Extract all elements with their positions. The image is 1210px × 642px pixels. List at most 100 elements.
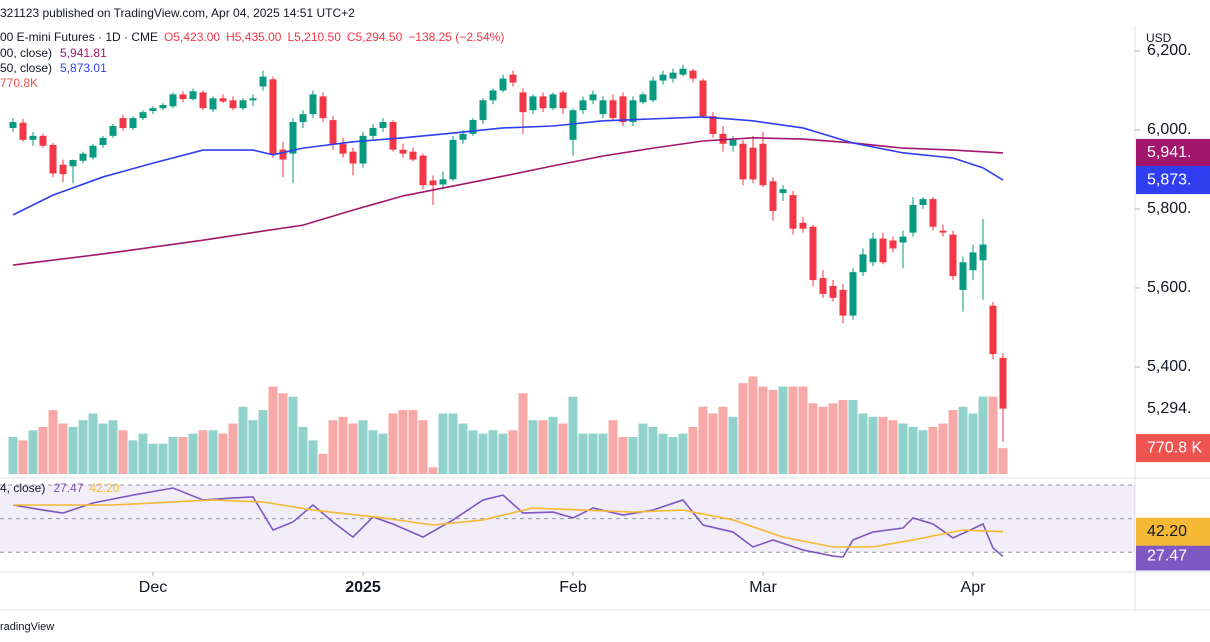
candle-body <box>449 139 457 180</box>
candle-body <box>939 230 947 233</box>
volume-bar <box>388 413 398 474</box>
price-badge-label: 770.8 K <box>1147 439 1202 456</box>
candle-body <box>329 120 337 144</box>
volume-bar <box>28 430 38 474</box>
candle-body <box>359 135 367 164</box>
candle-body <box>619 96 627 123</box>
volume-bar <box>978 396 988 474</box>
legend: 00, close) 5,941.81 <box>0 46 107 60</box>
volume-bar <box>178 437 188 474</box>
volume-bar <box>608 420 618 474</box>
volume-bar <box>968 413 978 474</box>
volume-bar <box>448 413 458 474</box>
candle-body <box>189 91 197 100</box>
volume-bar <box>848 400 858 474</box>
volume-bar <box>938 423 948 474</box>
volume-bar <box>328 420 338 474</box>
volume-bar <box>168 437 178 474</box>
volume-bar <box>428 467 438 474</box>
candle-body <box>129 118 137 128</box>
candle-body <box>639 94 647 103</box>
price-badge-label: 42.20 <box>1147 523 1187 540</box>
volume-bar <box>858 413 868 474</box>
candle-body <box>249 98 257 101</box>
candle-body <box>199 92 207 109</box>
footer: radingView <box>0 621 54 633</box>
x-tick-label: Feb <box>559 579 587 596</box>
volume-bar <box>248 420 258 474</box>
volume-bar <box>588 433 598 474</box>
candle-body <box>309 94 317 115</box>
candle-body <box>909 204 917 233</box>
candle-body <box>179 94 187 100</box>
volume-bar <box>878 416 888 474</box>
y-tick-label: 5,800. <box>1147 200 1191 217</box>
candle-body <box>259 76 267 87</box>
volume-bar <box>698 406 708 474</box>
candle-body <box>919 199 927 205</box>
candle-body <box>739 143 747 180</box>
candle-body <box>769 181 777 211</box>
volume-bar <box>618 437 628 474</box>
candle-body <box>969 252 977 271</box>
candle-body <box>699 80 707 117</box>
volume-bar <box>268 386 278 474</box>
candle-body <box>949 234 957 277</box>
volume-bar <box>188 433 198 474</box>
candle-body <box>349 151 357 164</box>
candle-body <box>839 289 847 316</box>
overlay: 6,200. 6,000. 5,800. 5,600. 5,400. Dec 2025 Feb… <box>0 30 1210 596</box>
volume-bar <box>308 440 318 474</box>
candle-body <box>799 222 807 229</box>
volume-bar <box>678 433 688 474</box>
volume-bar <box>478 433 488 474</box>
candle-body <box>609 100 617 119</box>
volume-bar <box>38 426 48 474</box>
candle-body <box>499 78 507 91</box>
volume-bar <box>48 410 58 474</box>
x-tick-label: Dec <box>139 579 167 596</box>
candle-body <box>719 133 727 144</box>
candle-body <box>539 96 547 109</box>
candle-body <box>959 262 967 290</box>
volume-bar <box>538 420 548 474</box>
candle-body <box>789 195 797 229</box>
candle-body <box>89 145 97 158</box>
candle-body <box>849 272 857 316</box>
candle-body <box>579 100 587 111</box>
candle-body <box>879 238 887 263</box>
candle-body <box>279 149 287 160</box>
y-tick-label: 6,200. <box>1147 42 1191 59</box>
volume-bar <box>598 433 608 474</box>
candle-body <box>289 122 297 154</box>
volume-bar <box>888 420 898 474</box>
volume-bar <box>148 443 158 474</box>
volume-bar <box>258 410 268 474</box>
y-tick-label: 5,600. <box>1147 279 1191 296</box>
candle-body <box>69 159 77 167</box>
price-badge-label: 5,873. <box>1147 171 1191 188</box>
candle-body <box>399 149 407 154</box>
candle-body <box>519 92 527 113</box>
candle-body <box>159 105 167 109</box>
legend: 50, close) 5,873.01 <box>0 61 107 75</box>
candle-body <box>529 96 537 111</box>
candle-body <box>379 122 387 128</box>
candle-body <box>999 357 1007 409</box>
rsi-line <box>13 499 1004 548</box>
legend: 00 E-mini Futures · 1D · CME O5,423.00 H5,… <box>0 30 504 44</box>
candle-body <box>899 236 907 243</box>
volume-bar <box>218 433 228 474</box>
volume-bar <box>238 406 248 474</box>
legend-entry: 5,941.81 <box>60 46 107 60</box>
volume-bar <box>648 426 658 474</box>
volume-bar <box>898 423 908 474</box>
candle-body <box>649 80 657 101</box>
volume-bar <box>278 393 288 474</box>
volume-bar <box>408 410 418 474</box>
x-tick-label: Apr <box>961 579 987 596</box>
y-tick-label: 6,000. <box>1147 121 1191 138</box>
volume-bar <box>908 426 918 474</box>
volume-bar <box>138 433 148 474</box>
candle-body <box>929 199 937 227</box>
